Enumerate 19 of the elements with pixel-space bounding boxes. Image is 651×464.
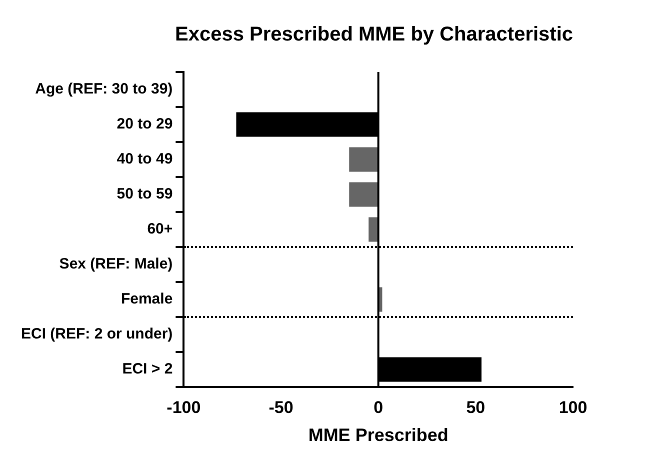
y-tick-label: Sex (REF: Male) [59,256,173,273]
y-tick-label: ECI > 2 [122,360,173,378]
x-tick-label: 0 [374,398,384,417]
x-tick-label: 100 [558,398,588,417]
bar [349,147,378,172]
bar [368,217,378,242]
y-tick-label: Age (REF: 30 to 39) [35,80,173,98]
y-tick-label: 20 to 29 [116,116,173,133]
y-tick-label: ECI (REF: 2 or under) [21,326,173,343]
bar [349,182,378,207]
y-tick-label: 60+ [147,220,173,238]
x-axis-title: MME Prescribed [308,425,448,446]
y-tick-label: Female [120,290,173,308]
x-tick-label: -50 [268,398,294,417]
x-tick-label: -100 [166,398,201,417]
y-tick-label: 50 to 59 [116,186,173,203]
x-tick-label: 50 [466,398,486,417]
chart-title: Excess Prescribed MME by Characteristic [175,24,573,46]
y-tick-label: 40 to 49 [116,150,173,168]
